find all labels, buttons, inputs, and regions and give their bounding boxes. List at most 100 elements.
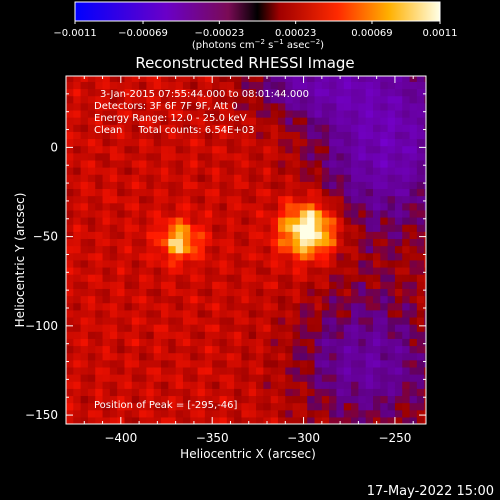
heatmap-cell [343,259,352,268]
heatmap-cell [336,181,345,190]
heatmap-cell [394,374,403,382]
heatmap-cell [307,131,316,140]
heatmap-cell [292,174,301,182]
heatmap-cell [270,159,279,168]
heatmap-cell [124,381,133,389]
heatmap-cell [182,409,191,418]
heatmap-cell [124,224,133,232]
heatmap-cell [175,124,184,132]
heatmap-cell [380,224,389,232]
heatmap-cell [321,338,330,347]
heatmap-cell [204,159,213,168]
heatmap-cell [197,338,206,347]
heatmap-cell [263,388,272,397]
heatmap-cell [109,174,118,182]
heatmap-cell [197,216,206,225]
heatmap-cell [263,366,272,375]
heatmap-cell [182,302,191,311]
heatmap-cell [146,316,155,325]
heatmap-cell [343,102,352,111]
heatmap-cell [87,209,96,218]
heatmap-cell [424,374,426,382]
heatmap-cell [212,181,221,190]
heatmap-cell [321,352,330,361]
heatmap-cell [124,252,133,261]
heatmap-cell [343,309,352,318]
heatmap-cell [263,159,272,168]
heatmap-cell [131,252,140,261]
heatmap-cell [226,316,235,325]
heatmap-cell [234,324,243,332]
heatmap-cell [380,395,389,404]
heatmap-cell [234,352,243,361]
heatmap-cell [161,195,169,204]
heatmap-cell [277,76,286,82]
heatmap-cell [394,95,403,104]
heatmap-cell [80,231,89,239]
heatmap-cell [409,131,418,140]
heatmap-cell [314,76,323,82]
heatmap-cell [424,124,426,132]
heatmap-cell [109,188,118,197]
heatmap-cell [109,395,118,404]
heatmap-cell [175,195,184,204]
colorbar-ticks: −0.0011 −0.00069 −0.00023 0.00023 0.00069 0.0… [53,21,458,39]
heatmap-cell [307,366,316,375]
heatmap-cell [358,274,367,282]
heatmap-cell [131,195,140,204]
heatmap-cell [168,302,177,311]
heatmap-cell [416,209,425,218]
heatmap-cell [146,302,155,311]
heatmap-cell [95,338,104,347]
heatmap-cell [358,88,367,97]
heatmap-cell [219,174,228,182]
heatmap-cell [277,281,286,289]
heatmap-cell [95,381,104,389]
heatmap-cell [175,295,184,304]
heatmap-cell [182,281,191,289]
heatmap-cell [336,309,345,318]
heatmap-cell [175,388,184,397]
heatmap-cell [212,359,221,368]
heatmap-cell [365,238,374,247]
heatmap-cell [321,124,330,132]
heatmap-cell [336,174,345,182]
heatmap-cell [131,366,140,375]
heatmap-cell [351,316,359,325]
heatmap-cell [307,174,316,182]
heatmap-cell [168,366,177,375]
heatmap-cell [234,195,243,204]
heatmap-cell [182,152,191,161]
heatmap-cell [66,345,74,354]
heatmap-cell [73,366,82,375]
heatmap-cell [329,231,338,239]
heatmap-cell [416,152,425,161]
heatmap-cell [197,316,206,325]
heatmap-cell [241,359,250,368]
heatmap-cell [66,95,74,104]
heatmap-cell [277,309,286,318]
heatmap-cell [219,216,228,225]
heatmap-cell [256,167,264,175]
heatmap-cell [277,252,286,261]
heatmap-cell [95,352,104,361]
heatmap-cell [299,131,308,140]
heatmap-cell [161,76,169,82]
heatmap-cell [365,224,374,232]
heatmap-cell [95,359,104,368]
heatmap-cell [307,195,316,204]
heatmap-cell [314,109,323,118]
heatmap-cell [343,124,352,132]
heatmap-cell [373,131,381,140]
heatmap-cell [285,331,294,339]
heatmap-cell [87,109,96,118]
heatmap-cell [424,402,426,411]
heatmap-cell [387,402,396,411]
heatmap-cell [175,181,184,190]
heatmap-cell [256,202,264,211]
heatmap-cell [234,274,243,282]
heatmap-cell [314,167,323,175]
heatmap-cell [73,331,82,339]
heatmap-cell [336,102,345,111]
heatmap-cell [409,388,418,397]
